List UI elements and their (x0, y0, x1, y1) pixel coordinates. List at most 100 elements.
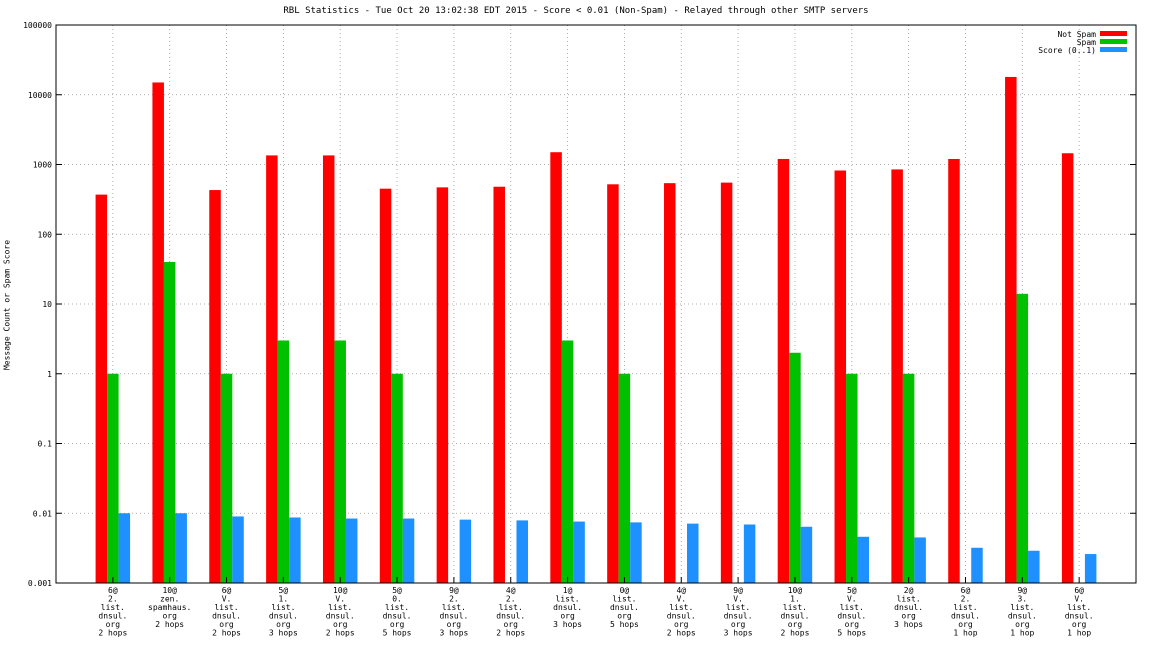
x-tick-label-line: 5 hops (837, 629, 866, 638)
bars (95, 76, 1097, 584)
x-tick-label-line: 2 hops (326, 629, 355, 638)
x-tick-label-line: list. (556, 595, 580, 604)
x-tick-label: 5@ 1. list. dnsul. org 3 hops (269, 586, 298, 638)
x-tick-label-line: org (333, 620, 348, 629)
x-tick-label-line: dnsul. (383, 612, 412, 621)
bar-score-0-1 (743, 524, 756, 583)
bar-not-spam (436, 187, 449, 584)
x-tick-label-line: 2@ (904, 586, 914, 595)
bar-spam (107, 373, 119, 583)
bar-spam (391, 373, 403, 583)
legend-label: Score (0..1) (1038, 46, 1096, 55)
x-tick-label-line: 3. (1017, 595, 1027, 604)
x-tick-label-line: 2 hops (212, 629, 241, 638)
bar-score-0-1 (345, 518, 358, 583)
x-tick-label: 10@ V. list. dnsul. org 2 hops (326, 586, 355, 638)
bar-spam (163, 262, 176, 583)
bar-spam (846, 373, 858, 583)
x-tick-label-line: 1 hop (953, 629, 977, 638)
bar-score-0-1 (800, 526, 813, 583)
bar-score-0-1 (402, 518, 415, 583)
bar-score-0-1 (118, 513, 131, 583)
bar-score-0-1 (971, 547, 983, 583)
x-tick-label-line: list. (897, 595, 921, 604)
x-tick-label: 6@ 2. list. dnsul. org 2 hops (98, 586, 127, 638)
x-tick-label-line: 9@ (1017, 586, 1027, 595)
x-tick-label-line: org (845, 620, 860, 629)
x-tick-label: 0@ list. dnsul. org 5 hops (610, 586, 639, 629)
x-tick-label: 6@ V. list. dnsul. org 2 hops (212, 586, 241, 638)
x-tick-label-line: dnsul. (780, 612, 809, 621)
x-tick-label: 5@ V. list. dnsul. org 5 hops (837, 586, 866, 638)
y-tick-label: 10000 (28, 91, 52, 100)
x-tick-label-line: 9@ (733, 586, 743, 595)
bar-score-0-1 (573, 521, 585, 583)
x-tick-label-line: V. (733, 595, 743, 604)
x-tick-label-line: 3 hops (894, 620, 923, 629)
x-tick-label-line: list. (328, 603, 352, 612)
x-tick-label-line: org (162, 612, 177, 621)
bar-not-spam (948, 158, 960, 583)
bar-score-0-1 (232, 516, 244, 583)
x-tick-label-line: dnsul. (98, 612, 127, 621)
bar-spam (902, 373, 915, 583)
x-tick-label: 10@ 1. list. dnsul. org 2 hops (780, 586, 809, 638)
bar-not-spam (664, 183, 676, 584)
x-tick-label-line: list. (1010, 603, 1034, 612)
x-tick-label-line: 5 hops (610, 620, 639, 629)
x-tick-label-line: org (390, 620, 405, 629)
x-tick-label-line: list. (385, 603, 409, 612)
bar-not-spam (152, 82, 164, 583)
x-tick-label-line: list. (1067, 603, 1091, 612)
x-tick-label-line: V. (222, 595, 232, 604)
legend-swatch (1100, 31, 1127, 36)
bar-not-spam (834, 170, 847, 584)
bar-not-spam (891, 169, 903, 583)
legend-label: Spam (1077, 38, 1096, 47)
x-tick-label-line: org (447, 620, 462, 629)
x-tick-label-line: org (731, 620, 746, 629)
x-tick-label-line: list. (271, 603, 295, 612)
x-tick-label-line: 9@ (449, 586, 459, 595)
y-tick-label: 1000 (33, 161, 52, 170)
y-tick-label: 1 (47, 370, 52, 379)
bar-not-spam (720, 182, 733, 584)
bar-score-0-1 (289, 517, 301, 583)
bar-spam (220, 373, 233, 583)
bar-score-0-1 (630, 522, 642, 583)
x-tick-label-line: 1. (279, 595, 289, 604)
legend-swatch (1100, 47, 1127, 52)
x-tick-label: 5@ 0. list. dnsul. org 5 hops (383, 586, 412, 638)
x-tick-label-line: list. (953, 603, 977, 612)
y-tick-label: 0.001 (28, 579, 52, 588)
bar-score-0-1 (516, 520, 528, 583)
x-tick-label-line: 10@ (162, 586, 177, 595)
bar-score-0-1 (175, 513, 187, 583)
legend-label: Not Spam (1057, 30, 1096, 39)
x-tick-label-line: dnsul. (667, 612, 696, 621)
x-tick-label: 1@ list. dnsul. org 3 hops (553, 586, 582, 629)
x-tick-label-line: org (958, 620, 973, 629)
bar-not-spam (379, 188, 392, 584)
x-tick-label-line: 2 hops (780, 629, 809, 638)
x-tick-label-line: org (617, 612, 632, 621)
x-tick-label: 9@ 2. list. dnsul. org 3 hops (439, 586, 468, 638)
plot-border (55, 24, 1137, 584)
x-tick-label: 9@ V. list. dnsul. org 3 hops (724, 586, 753, 638)
x-tick-label-line: dnsul. (496, 612, 525, 621)
y-tick-label: 0.01 (33, 509, 52, 518)
x-tick-label-line: 0@ (620, 586, 630, 595)
x-tick-label-line: list. (214, 603, 238, 612)
x-tick-label-line: 2. (449, 595, 459, 604)
bar-score-0-1 (687, 523, 699, 583)
x-tick-label-line: 1 hop (1010, 629, 1034, 638)
bar-score-0-1 (1028, 550, 1040, 583)
x-tick-label-line: 2 hops (98, 629, 127, 638)
x-tick-label: 6@ V. list. dnsul. org 1 hop (1065, 586, 1094, 638)
y-tick-label: 0.1 (38, 440, 53, 449)
x-tick-label-line: dnsul. (553, 603, 582, 612)
bar-not-spam (493, 186, 505, 583)
x-tick-label-line: org (504, 620, 519, 629)
